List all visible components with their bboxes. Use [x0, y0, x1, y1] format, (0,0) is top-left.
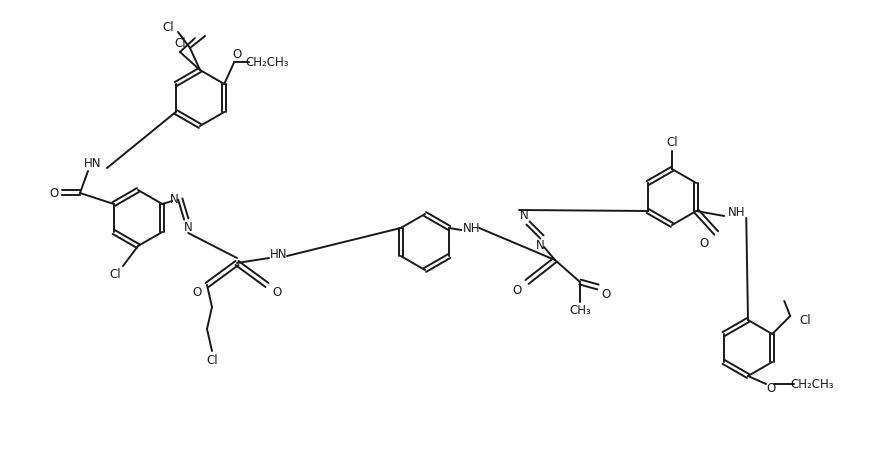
Text: CH₂CH₃: CH₂CH₃: [245, 55, 289, 69]
Text: O: O: [192, 286, 202, 300]
Text: HN: HN: [270, 248, 288, 261]
Text: HN: HN: [84, 156, 102, 170]
Text: Cl: Cl: [799, 314, 810, 327]
Text: Cl: Cl: [162, 20, 174, 34]
Text: NH: NH: [462, 221, 480, 235]
Text: O: O: [600, 289, 610, 301]
Text: Cl: Cl: [206, 355, 217, 367]
Text: N: N: [169, 193, 178, 206]
Text: Cl: Cl: [666, 136, 677, 148]
Text: Cl: Cl: [174, 36, 186, 49]
Text: NH: NH: [726, 206, 744, 219]
Text: O: O: [272, 286, 282, 300]
Text: O: O: [512, 284, 521, 296]
Text: O: O: [766, 383, 775, 396]
Text: O: O: [50, 187, 58, 200]
Text: O: O: [699, 236, 708, 249]
Text: N: N: [535, 238, 544, 252]
Text: N: N: [183, 220, 192, 234]
Text: O: O: [232, 47, 242, 60]
Text: Cl: Cl: [109, 267, 121, 280]
Text: CH₃: CH₃: [568, 305, 590, 318]
Text: CH₂CH₃: CH₂CH₃: [789, 378, 833, 390]
Text: N: N: [519, 208, 527, 221]
